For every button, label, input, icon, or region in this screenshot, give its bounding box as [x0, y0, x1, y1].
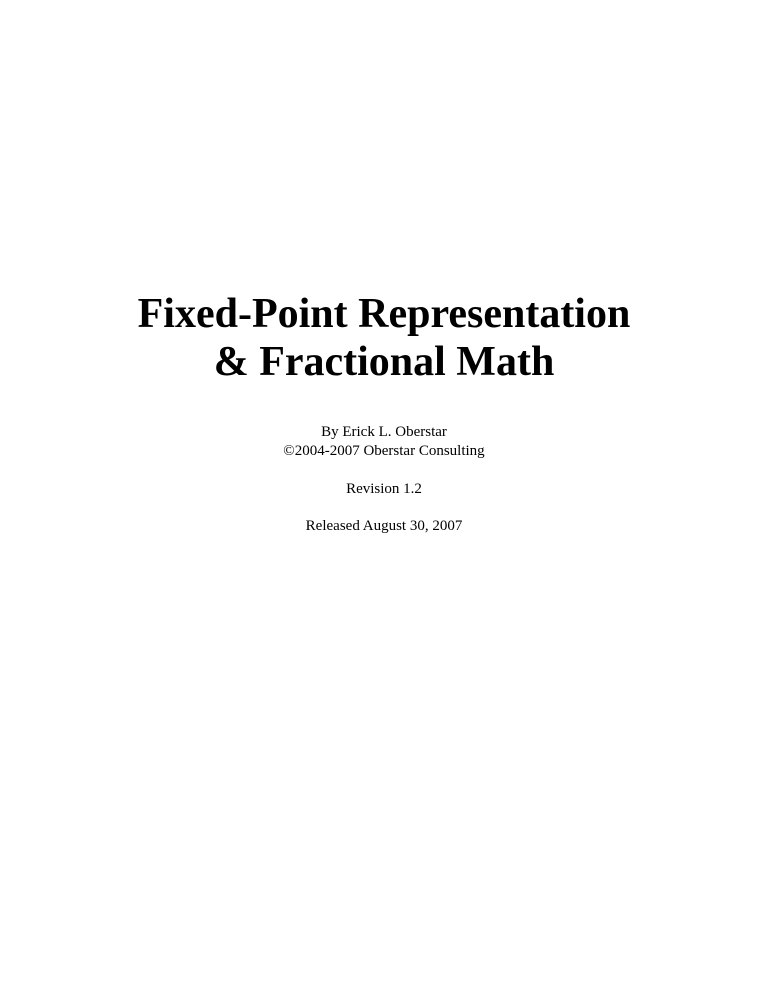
title-line-2: & Fractional Math: [60, 338, 708, 386]
title-line-1: Fixed-Point Representation: [60, 290, 708, 338]
author-group: By Erick L. Oberstar ©2004-2007 Oberstar…: [60, 423, 708, 462]
revision-line: Revision 1.2: [60, 480, 708, 500]
title-block: Fixed-Point Representation & Fractional …: [60, 0, 708, 387]
copyright-line: ©2004-2007 Oberstar Consulting: [60, 442, 708, 462]
released-group: Released August 30, 2007: [60, 517, 708, 537]
revision-group: Revision 1.2: [60, 480, 708, 500]
released-line: Released August 30, 2007: [60, 517, 708, 537]
meta-block: By Erick L. Oberstar ©2004-2007 Oberstar…: [60, 387, 708, 537]
author-line: By Erick L. Oberstar: [60, 423, 708, 443]
document-page: Fixed-Point Representation & Fractional …: [0, 0, 768, 994]
